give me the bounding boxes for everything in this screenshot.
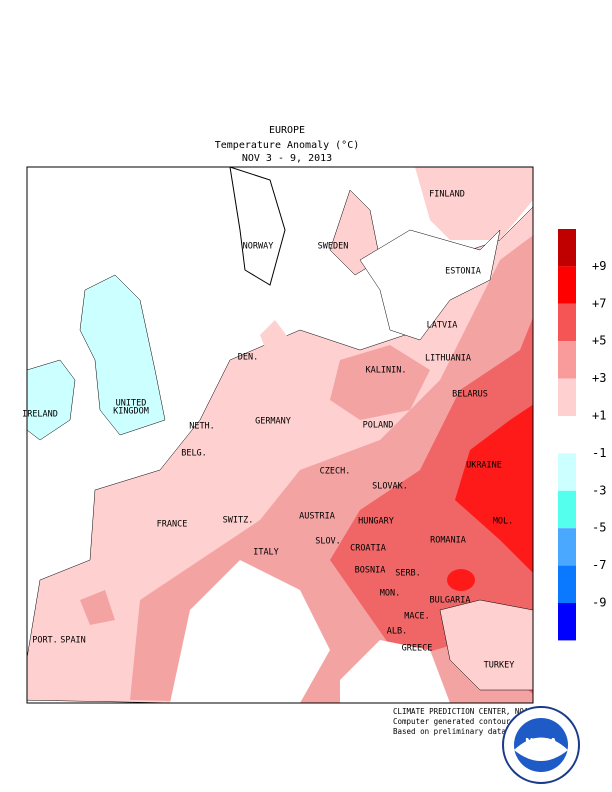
map-frame <box>26 166 534 704</box>
legend-labels: +9 +7 +5 +3 +1 -1 -3 -5 -7 -9 <box>592 259 606 610</box>
country-label: ESTONIA <box>445 267 481 277</box>
country-label: KALININ. <box>366 366 407 376</box>
legend-label: -1 <box>592 446 606 460</box>
country-label: SWEDEN <box>318 242 349 252</box>
country-label: FRANCE <box>157 520 188 530</box>
legend-label: -5 <box>592 521 606 535</box>
legend <box>558 229 576 641</box>
legend-label: -9 <box>592 596 606 610</box>
legend-label: +7 <box>592 296 606 310</box>
country-label: UKRAINE <box>466 461 502 471</box>
country-label: LATVIA <box>427 321 458 331</box>
country-label: SERB. <box>395 569 421 579</box>
country-label: POLAND <box>363 421 394 431</box>
country-label: BELARUS <box>452 390 488 400</box>
country-label: ROMANIA <box>430 536 466 546</box>
logo-text: NOAA <box>525 737 557 748</box>
country-label: SLOVAK. <box>372 482 408 492</box>
country-label: CROATIA <box>350 544 386 554</box>
country-label: PORT. <box>32 636 58 646</box>
country-label: NETH. <box>189 422 215 432</box>
country-label: KINGDOM <box>113 407 149 417</box>
country-label: TURKEY <box>484 661 515 671</box>
noaa-logo: NOAA <box>502 706 580 784</box>
legend-label: +5 <box>592 334 606 348</box>
country-label: MOL. <box>493 517 513 527</box>
country-label: BOSNIA <box>355 566 386 576</box>
credit: Based on preliminary data <box>393 727 506 736</box>
country-label: GREECE <box>402 644 433 654</box>
country-label: MON. <box>380 589 400 599</box>
period: NOV 3 - 9, 2013 <box>242 153 332 164</box>
country-label: DEN. <box>238 353 258 363</box>
country-label: HUNGARY <box>358 517 394 527</box>
country-label: AUSTRIA <box>299 512 335 522</box>
country-label: CZECH. <box>320 467 351 477</box>
country-label: SPAIN <box>60 636 86 646</box>
credit: Computer generated contours <box>393 717 515 726</box>
country-label: ALB. <box>387 627 407 637</box>
country-label: MACE. <box>404 612 430 622</box>
country-label: BULGARIA <box>430 596 471 606</box>
region-title: EUROPE <box>269 125 305 136</box>
legend-label: +3 <box>592 371 606 385</box>
country-label: IRELAND <box>22 410 58 420</box>
legend-label: -7 <box>592 558 606 572</box>
country-label: NORWAY <box>243 242 274 252</box>
anomaly-map <box>27 167 533 703</box>
country-label: FINLAND <box>429 190 465 200</box>
country-label: LITHUANIA <box>425 354 471 364</box>
country-label: GERMANY <box>255 417 291 427</box>
country-label: ITALY <box>253 548 279 558</box>
country-labels: FINLAND NORWAY SWEDEN ESTONIA LATVIA LITHUANI… <box>22 190 514 671</box>
country-label: UNITED <box>116 399 147 409</box>
country-label: BELG. <box>181 449 207 459</box>
title: Temperature Anomaly (°C) <box>215 140 360 151</box>
country-label: SLOV. <box>315 537 341 547</box>
credit: CLIMATE PREDICTION CENTER, NOAA <box>393 707 533 716</box>
legend-label: +1 <box>592 409 606 423</box>
legend-label: +9 <box>592 259 606 273</box>
country-label: SWITZ. <box>223 516 254 526</box>
legend-label: -3 <box>592 483 606 497</box>
